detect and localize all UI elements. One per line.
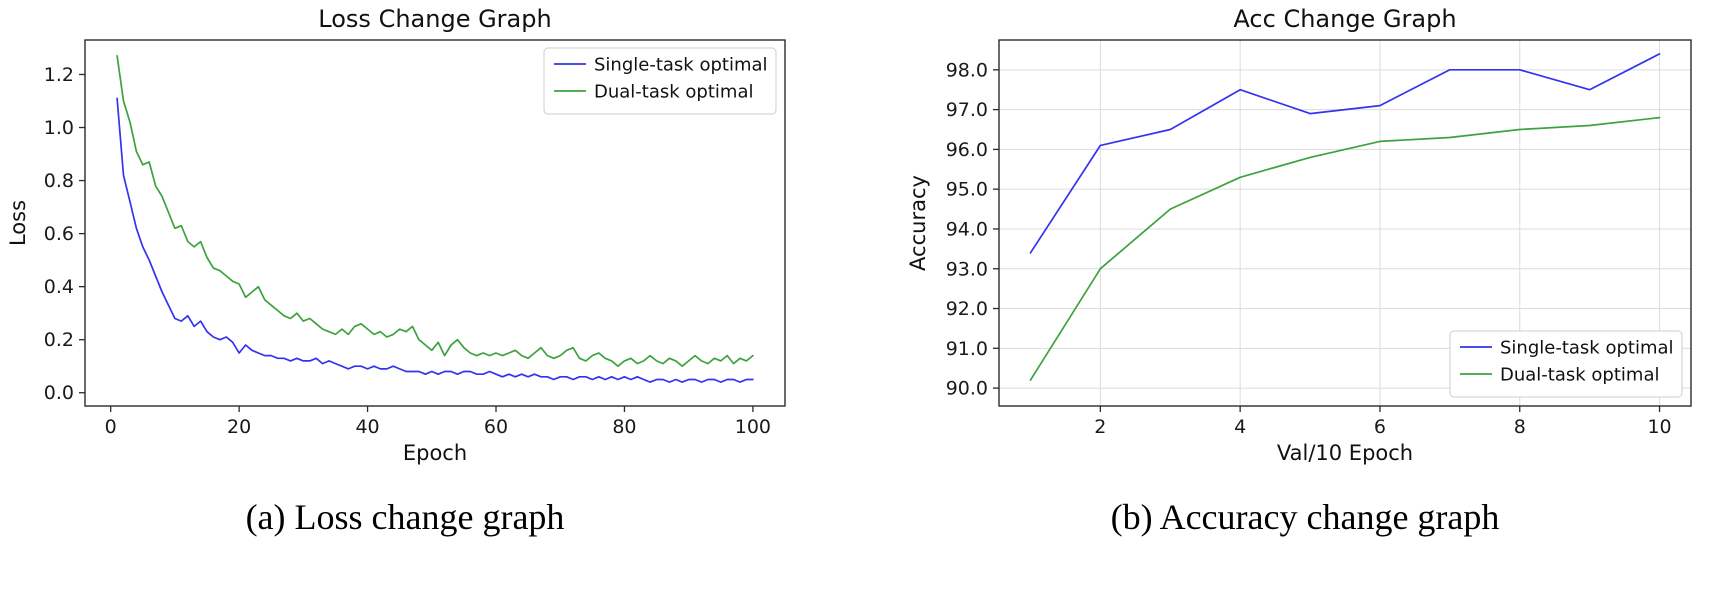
x-tick-label: 2 bbox=[1094, 416, 1106, 438]
series-line-single-task-optimal bbox=[1029, 53, 1661, 254]
legend-entry-label: Single-task optimal bbox=[1500, 338, 1674, 359]
y-tick-label: 96.0 bbox=[946, 139, 988, 161]
legend-box bbox=[1449, 330, 1683, 398]
series-line-single-task-optimal bbox=[116, 97, 754, 383]
legend-entry-label: Single-task optimal bbox=[594, 55, 768, 76]
chart-title: Acc Change Graph bbox=[1233, 5, 1456, 33]
y-tick-label: 0.8 bbox=[44, 170, 74, 192]
two-panel-figure: 0 20 40 60 80 100 0.0 0.2 0.4 0.6 0.8 1.0 1.2 Loss Ch… bbox=[5, 0, 1705, 538]
loss-chart-panel: 0 20 40 60 80 100 0.0 0.2 0.4 0.6 0.8 1.0 1.2 Loss Ch… bbox=[5, 0, 805, 538]
loss-chart: 0 20 40 60 80 100 0.0 0.2 0.4 0.6 0.8 1.0 1.2 Loss Ch… bbox=[5, 0, 805, 470]
y-tick-label: 91.0 bbox=[946, 338, 988, 360]
y-tick-label: 1.0 bbox=[44, 117, 74, 139]
x-tick-label: 60 bbox=[484, 416, 508, 438]
y-axis-label: Loss bbox=[6, 200, 30, 246]
series-line-dual-task-optimal bbox=[1029, 116, 1661, 381]
y-tick-label: 92.0 bbox=[946, 298, 988, 320]
caption-a: (a) Loss change graph bbox=[245, 497, 565, 537]
accuracy-chart-panel: 2 4 6 8 10 90.0 91.0 92.0 93.0 94.0 95.0 96.0 97.0 98… bbox=[905, 0, 1705, 538]
y-tick-label: 0.2 bbox=[44, 329, 74, 351]
x-tick-label: 80 bbox=[612, 416, 636, 438]
x-axis-label: Epoch bbox=[403, 441, 467, 465]
legend-box bbox=[543, 47, 777, 115]
plot-border bbox=[84, 39, 786, 407]
chart-title: Loss Change Graph bbox=[318, 5, 551, 33]
legend-entry-label: Dual-task optimal bbox=[594, 82, 753, 103]
y-tick-label: 93.0 bbox=[946, 258, 988, 280]
plot-border bbox=[998, 39, 1692, 407]
x-tick-label: 8 bbox=[1514, 416, 1526, 438]
y-axis-label: Accuracy bbox=[906, 175, 930, 271]
y-tick-label: 97.0 bbox=[946, 99, 988, 121]
x-tick-label: 6 bbox=[1374, 416, 1386, 438]
y-tick-label: 0.4 bbox=[44, 276, 74, 298]
y-tick-label: 98.0 bbox=[946, 59, 988, 81]
caption-b: (b) Accuracy change graph bbox=[1110, 497, 1500, 537]
y-tick-label: 90.0 bbox=[946, 378, 988, 400]
y-tick-label: 0.0 bbox=[44, 382, 74, 404]
x-tick-label: 0 bbox=[105, 416, 117, 438]
x-tick-label: 100 bbox=[735, 416, 771, 438]
series-line-dual-task-optimal bbox=[116, 55, 754, 368]
y-tick-label: 95.0 bbox=[946, 179, 988, 201]
accuracy-chart: 2 4 6 8 10 90.0 91.0 92.0 93.0 94.0 95.0 96.0 97.0 98… bbox=[905, 0, 1705, 470]
y-tick-label: 1.2 bbox=[44, 64, 74, 86]
x-axis-label: Val/10 Epoch bbox=[1277, 441, 1413, 465]
y-tick-label: 0.6 bbox=[44, 223, 74, 245]
x-tick-label: 20 bbox=[227, 416, 251, 438]
x-tick-label: 40 bbox=[355, 416, 379, 438]
y-tick-label: 94.0 bbox=[946, 218, 988, 240]
x-tick-label: 10 bbox=[1647, 416, 1671, 438]
legend-entry-label: Dual-task optimal bbox=[1500, 365, 1659, 386]
x-tick-label: 4 bbox=[1234, 416, 1246, 438]
